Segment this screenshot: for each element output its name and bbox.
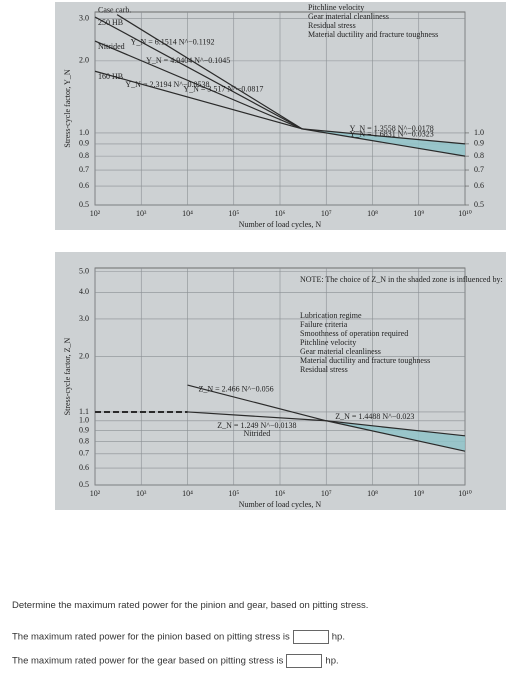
y-tick-label: 1.1: [79, 407, 89, 416]
y-tick-label: 3.0: [79, 14, 89, 23]
y-tick-label: 0.9: [79, 425, 89, 434]
equation-label: Y_N = 3.517 N^−0.0817: [183, 84, 263, 93]
y-tick-label: 0.8: [79, 436, 89, 445]
x-tick-label: 10⁸: [367, 489, 378, 498]
x-tick-label: 10³: [136, 209, 147, 218]
y-tick-label: 0.7: [79, 449, 89, 458]
equation-label: Y_N = 1.3558 N^−0.0178: [350, 124, 434, 133]
material-label: 250 HB: [98, 18, 123, 27]
x-tick-label: 10²: [90, 209, 101, 218]
x-tick-label: 10⁷: [321, 209, 332, 218]
answer-line: The maximum rated power for the gear bas…: [12, 654, 339, 668]
equation-label: Y_N = 1.6831 N^−0.0323: [350, 130, 434, 139]
y2-tick-label: 0.9: [474, 139, 484, 148]
note-item: Lubrication regime: [300, 311, 362, 320]
answer-line: The maximum rated power for the pinion b…: [12, 630, 345, 644]
series-line: [187, 384, 327, 422]
series-line: [187, 411, 327, 422]
series-line: [301, 128, 466, 157]
x-tick-label: 10⁴: [182, 209, 193, 218]
y-tick-label: 5.0: [79, 266, 89, 275]
material-label: Nitrided: [98, 42, 125, 51]
series-line: [326, 420, 466, 452]
note-item: Material ductility and fracture toughnes…: [300, 356, 430, 365]
material-label: Nitrided: [244, 429, 271, 438]
x-tick-label: 10⁷: [321, 489, 332, 498]
equation-label: Z_N = 1.249 N^−0.0138: [217, 421, 296, 430]
note-item: Residual stress: [300, 365, 348, 374]
y2-tick-label: 0.5: [474, 200, 484, 209]
x-tick-label: 10⁹: [413, 209, 424, 218]
note-item: Residual stress: [308, 21, 356, 30]
answer-unit: hp.: [331, 631, 345, 643]
question-prompt: Determine the maximum rated power for th…: [12, 600, 369, 611]
x-tick-label: 10⁶: [275, 489, 286, 498]
y-tick-label: 0.6: [79, 181, 89, 190]
note-item: Smoothness of operation required: [300, 329, 408, 338]
answer-text: The maximum rated power for the gear bas…: [12, 655, 284, 667]
y-tick-label: 0.6: [79, 463, 89, 472]
x-tick-label: 10⁵: [228, 489, 239, 498]
x-axis-label: Number of load cycles, N: [239, 500, 322, 509]
answer-text: The maximum rated power for the pinion b…: [12, 631, 290, 643]
x-tick-label: 10¹⁰: [458, 209, 472, 218]
series-line: [326, 420, 466, 437]
note-item: Gear material cleanliness: [300, 347, 381, 356]
figure-background: [55, 252, 506, 510]
y-tick-label: 2.0: [79, 56, 89, 65]
y-tick-label: 4.0: [79, 287, 89, 296]
series-line: [116, 14, 303, 130]
note-item: Failure criteria: [300, 320, 348, 329]
answer-unit: hp.: [325, 655, 339, 667]
series-line: [94, 16, 303, 130]
y-tick-label: 0.5: [79, 200, 89, 209]
equation-label: Y_N = 6.1514 N^−0.1192: [131, 38, 215, 47]
y-tick-label: 0.5: [79, 480, 89, 489]
equation-label: Z_N = 2.466 N^−0.056: [198, 384, 273, 393]
y-axis-label: Stress-cycle factor, Y_N: [63, 69, 72, 147]
y2-tick-label: 0.8: [474, 151, 484, 160]
y2-tick-label: 1.0: [474, 128, 484, 137]
material-label: Case carb.: [98, 5, 131, 14]
series-line: [94, 40, 303, 130]
equation-label: Z_N = 1.4488 N^−0.023: [335, 412, 414, 421]
y2-tick-label: 0.7: [474, 165, 484, 174]
answer-input[interactable]: [292, 630, 329, 644]
note-item: Pitchline velocity: [308, 3, 364, 12]
series-line: [302, 128, 466, 145]
equation-label: Y_N = 2.3194 N^−0.0538: [125, 80, 209, 89]
x-tick-label: 10¹⁰: [458, 489, 472, 498]
y-axis-label: Stress-cycle factor, Z_N: [63, 337, 72, 415]
x-tick-label: 10⁹: [413, 489, 424, 498]
y-tick-label: 1.0: [79, 128, 89, 137]
figures: 10² 10³ 10⁴ 10⁵ 10⁶ 10⁷ 10⁸ 10⁹ 10¹⁰0.50.60.70.8…: [55, 2, 506, 510]
note-item: Pitchline velocity: [300, 338, 356, 347]
x-tick-label: 10⁴: [182, 489, 193, 498]
x-tick-label: 10⁸: [367, 209, 378, 218]
x-tick-label: 10⁶: [275, 209, 286, 218]
material-label: 160 HB: [98, 72, 123, 81]
x-axis-label: Number of load cycles, N: [239, 220, 322, 229]
y-tick-label: 0.8: [79, 151, 89, 160]
y-tick-label: 3.0: [79, 314, 89, 323]
x-tick-label: 10³: [136, 489, 147, 498]
y-tick-label: 2.0: [79, 351, 89, 360]
y-tick-label: 0.7: [79, 165, 89, 174]
x-tick-label: 10²: [90, 489, 101, 498]
y2-tick-label: 0.6: [474, 181, 484, 190]
x-tick-label: 10⁵: [228, 209, 239, 218]
answer-input[interactable]: [286, 654, 323, 668]
note-item: Gear material cleanliness: [308, 12, 389, 21]
note-item: Material ductility and fracture toughnes…: [308, 30, 438, 39]
equation-label: Y_N = 4.9404 N^−0.1045: [146, 56, 230, 65]
y-tick-label: 1.0: [79, 416, 89, 425]
y-tick-label: 0.9: [79, 139, 89, 148]
series-line: [94, 70, 303, 130]
note: NOTE: The choice of Z_N in the shaded zo…: [300, 275, 503, 284]
